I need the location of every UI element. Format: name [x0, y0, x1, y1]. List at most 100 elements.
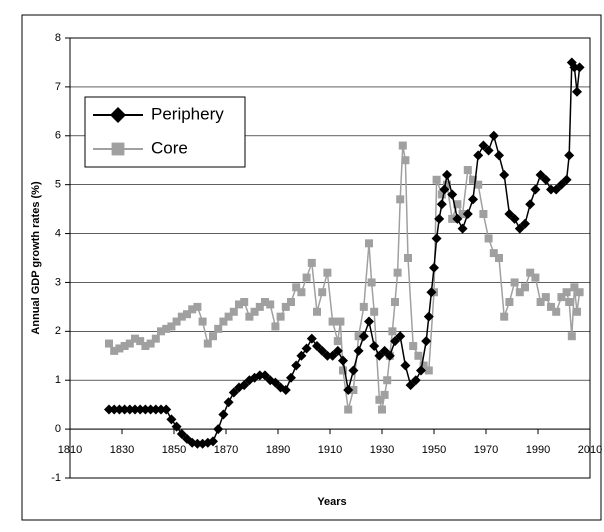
marker	[375, 395, 384, 404]
marker	[301, 343, 312, 354]
y-tick-label: 6	[55, 130, 61, 142]
marker	[344, 405, 353, 414]
marker	[177, 312, 186, 321]
y-tick-label: 7	[55, 81, 61, 93]
marker	[515, 288, 524, 297]
marker	[286, 372, 296, 383]
marker	[570, 283, 579, 292]
marker	[409, 342, 418, 350]
marker	[536, 298, 545, 306]
marker	[520, 218, 530, 229]
marker	[484, 234, 493, 243]
marker	[240, 298, 249, 306]
marker	[431, 233, 442, 244]
marker	[473, 150, 484, 161]
marker	[213, 424, 224, 435]
marker	[380, 390, 389, 399]
marker	[531, 273, 540, 282]
marker	[327, 350, 338, 361]
marker	[188, 305, 197, 314]
marker	[218, 409, 229, 420]
marker	[359, 302, 368, 311]
marker	[281, 302, 290, 311]
marker	[419, 361, 428, 370]
marker	[224, 312, 233, 321]
marker	[145, 404, 156, 415]
marker	[307, 258, 316, 267]
marker	[354, 332, 363, 341]
marker	[447, 189, 458, 200]
marker	[426, 287, 437, 298]
marker	[209, 332, 217, 341]
marker	[499, 169, 510, 180]
marker	[322, 350, 333, 361]
marker	[338, 355, 348, 366]
marker	[318, 288, 327, 297]
marker	[384, 350, 395, 361]
marker	[546, 184, 556, 195]
marker	[297, 288, 306, 297]
marker	[540, 174, 551, 185]
marker	[291, 360, 302, 371]
marker	[193, 302, 202, 311]
marker	[339, 366, 347, 375]
marker	[323, 268, 332, 277]
marker	[442, 169, 452, 180]
marker	[135, 404, 146, 415]
marker	[505, 298, 514, 306]
marker	[105, 339, 113, 348]
marker	[171, 421, 182, 432]
marker	[421, 336, 432, 347]
marker	[551, 184, 562, 195]
marker	[388, 327, 397, 336]
marker	[287, 298, 295, 306]
y-tick-label: 1	[55, 374, 61, 386]
marker	[208, 436, 218, 447]
marker	[120, 342, 129, 350]
marker	[167, 322, 176, 331]
marker	[488, 130, 499, 141]
marker	[557, 293, 566, 302]
y-tick-label: -1	[51, 472, 61, 484]
marker	[535, 169, 546, 180]
marker	[436, 199, 447, 210]
marker	[353, 345, 364, 356]
marker	[510, 278, 519, 287]
marker	[541, 293, 550, 302]
legend-box	[84, 96, 246, 168]
marker	[332, 345, 343, 356]
marker	[296, 350, 307, 361]
marker	[261, 298, 269, 306]
marker	[312, 341, 322, 351]
marker	[119, 404, 130, 415]
marker	[313, 307, 321, 316]
marker	[104, 404, 114, 415]
marker	[404, 254, 412, 262]
marker	[254, 370, 265, 381]
legend-label: Periphery	[151, 104, 224, 123]
marker	[504, 209, 515, 219]
marker	[474, 180, 483, 189]
marker	[223, 397, 234, 408]
marker	[398, 141, 407, 150]
legend-label: Core	[151, 138, 188, 157]
marker	[306, 333, 317, 344]
marker	[203, 339, 212, 348]
marker	[136, 337, 145, 346]
marker	[432, 175, 441, 184]
marker	[509, 213, 520, 224]
marker	[157, 327, 165, 336]
marker	[141, 342, 150, 350]
marker	[396, 195, 405, 204]
x-tick-label: 1990	[526, 444, 550, 456]
marker	[575, 288, 584, 297]
marker	[416, 365, 426, 376]
marker	[364, 316, 374, 327]
marker	[229, 307, 238, 316]
marker	[572, 86, 582, 97]
marker	[410, 375, 421, 386]
legend-marker	[111, 142, 125, 156]
marker	[367, 278, 376, 287]
